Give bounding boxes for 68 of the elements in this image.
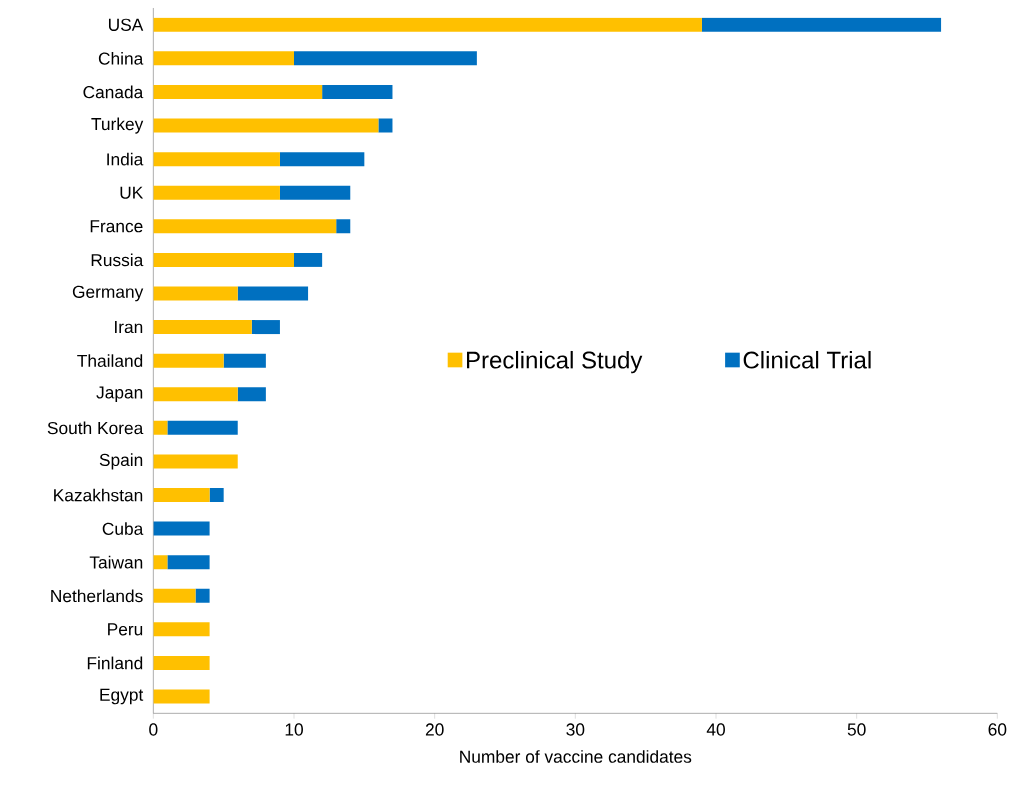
y-tick-label: South Korea	[47, 421, 144, 435]
bar	[279, 185, 351, 200]
y-tick-label: Germany	[72, 285, 144, 302]
x-axis-title: Number of vaccine candidates	[460, 750, 692, 764]
bar	[223, 353, 266, 368]
bar	[167, 555, 210, 570]
bar	[153, 286, 238, 301]
y-tick-label: Netherlands	[51, 589, 143, 603]
bar	[336, 219, 351, 234]
bar	[153, 253, 294, 268]
y-tick-label: USA	[108, 18, 144, 32]
bar	[153, 689, 210, 704]
bar	[153, 320, 252, 335]
x-tick-label: 50	[847, 723, 866, 736]
bar	[153, 521, 210, 536]
y-tick-label: UK	[120, 186, 144, 199]
bar	[237, 387, 266, 402]
y-tick-label: Peru	[108, 623, 143, 636]
x-tick-label: 40	[706, 723, 725, 736]
bar	[153, 152, 280, 167]
bar	[153, 656, 210, 671]
y-tick-label: Cuba	[102, 522, 144, 536]
x-tick-label: 20	[425, 723, 444, 736]
bar	[153, 421, 168, 436]
bar	[279, 152, 365, 167]
bar	[153, 219, 337, 234]
bar	[378, 118, 393, 133]
x-tick-label: 0	[149, 723, 158, 736]
bar	[209, 488, 224, 503]
y-tick-label: Egypt	[100, 688, 144, 705]
y-tick-label: Finland	[87, 656, 143, 670]
legend-label: Clinical Trial	[743, 351, 871, 369]
bar	[701, 17, 942, 32]
y-tick-label: Thailand	[77, 354, 143, 368]
y-tick-label: India	[107, 152, 144, 166]
y-tick-label: Turkey	[91, 117, 144, 134]
bar	[153, 555, 168, 570]
legend-label: Preclinical Study	[467, 351, 643, 374]
bar	[294, 253, 323, 268]
bar	[153, 118, 379, 133]
bar	[322, 85, 393, 100]
y-tick-label: Kazakhstan	[54, 488, 143, 502]
y-tick-label: Spain	[99, 453, 143, 470]
x-tick-label: 10	[285, 723, 303, 736]
y-tick-label: China	[98, 52, 144, 65]
y-tick-label: Japan	[96, 386, 143, 403]
bar	[153, 51, 294, 66]
bar	[251, 320, 280, 335]
bar	[167, 421, 238, 436]
bar	[237, 286, 309, 301]
bar	[153, 387, 238, 402]
bar	[195, 588, 210, 603]
bar	[153, 185, 280, 200]
bar	[153, 17, 702, 32]
bar	[153, 85, 323, 100]
bar	[153, 454, 238, 469]
x-tick-label: 60	[988, 723, 1007, 736]
y-tick-label: Canada	[83, 85, 144, 99]
x-tick-label: 30	[566, 723, 585, 736]
y-tick-label: Taiwan	[89, 555, 143, 569]
bar	[153, 622, 210, 637]
y-tick-label: Russia	[91, 253, 144, 267]
y-tick-label: France	[90, 220, 143, 233]
bar	[153, 488, 210, 503]
y-tick-label: Iran	[115, 321, 143, 334]
bar	[153, 353, 224, 368]
bar	[294, 51, 477, 66]
bar	[153, 588, 196, 603]
